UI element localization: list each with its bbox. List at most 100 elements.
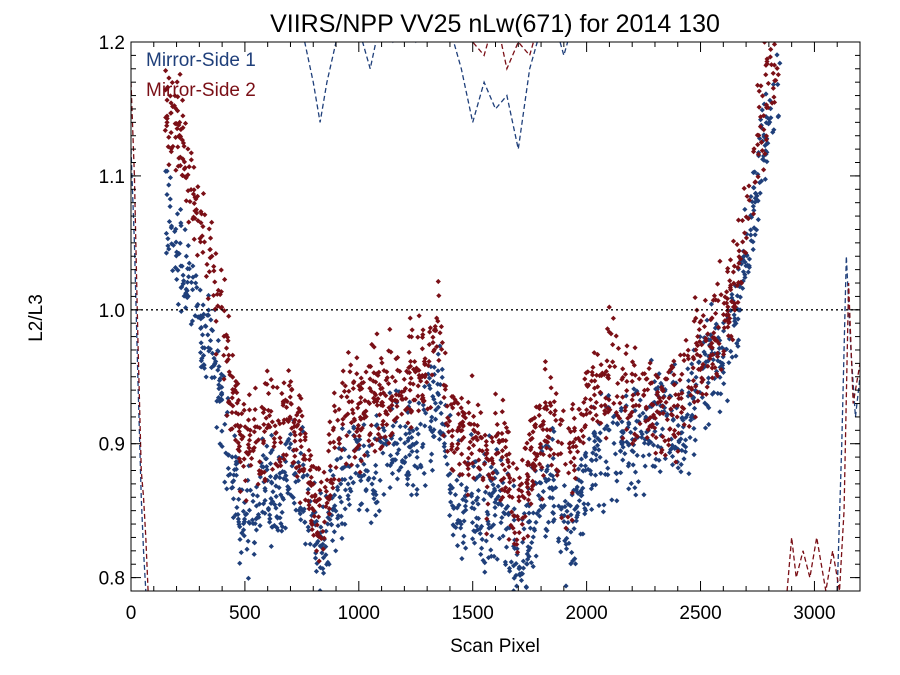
ms1-point [556, 536, 562, 542]
ms2-point [685, 384, 692, 390]
ms2-point [380, 418, 386, 424]
ms1-point [240, 508, 247, 514]
ms1-point [545, 519, 552, 525]
ms2-point [773, 77, 779, 84]
ms2-point [425, 363, 431, 369]
ms2-point [402, 385, 409, 392]
ms1-point [372, 489, 378, 495]
ms1-point [486, 491, 492, 497]
ms2-point [255, 437, 262, 443]
ms2-point [271, 436, 277, 442]
ms2-point [675, 448, 681, 454]
ms1-point [439, 366, 445, 373]
ms1-point [655, 384, 661, 390]
ms1-point [438, 410, 444, 416]
ms1-point [304, 472, 310, 478]
ms1-point [562, 498, 568, 504]
ms2-point [683, 337, 689, 343]
ms2-point [516, 475, 523, 481]
ms2-point [176, 155, 182, 161]
ms2-point [221, 308, 227, 314]
ms1-point [177, 206, 184, 213]
ms2-point [325, 448, 332, 454]
ms1-point [653, 456, 659, 462]
ms1-point [380, 425, 386, 431]
ms2-point [385, 381, 392, 387]
ms1-point [205, 312, 212, 318]
ms2-point [405, 420, 411, 426]
ms1-point [262, 510, 268, 516]
ms2-point [567, 449, 573, 455]
ms2-point [721, 300, 727, 306]
ms2-point [462, 415, 469, 421]
ms1-point [527, 525, 534, 531]
ms1-point [704, 402, 710, 408]
ms1-point [241, 518, 248, 525]
ms1-point [430, 433, 437, 440]
ms2-point [693, 383, 699, 390]
ms2-point [362, 397, 368, 404]
ms2-point [516, 530, 522, 536]
ms1-point [602, 426, 608, 432]
ms2-point [470, 436, 476, 442]
ms1-point [687, 401, 693, 407]
ms1-point [667, 393, 673, 399]
ms1-point [265, 507, 272, 513]
ms2-point [187, 198, 193, 205]
ms1-point [706, 405, 712, 411]
ms1-point [415, 431, 421, 437]
ms2-point [525, 497, 532, 503]
ms2-point [465, 492, 471, 498]
ms1-point [167, 203, 173, 210]
ms1-point [691, 452, 697, 458]
ms1-point [185, 243, 191, 249]
ms2-point [603, 395, 609, 401]
ms2-point [613, 410, 619, 416]
ms2-point [676, 395, 682, 402]
ms2-point [263, 415, 269, 421]
ms2-point [636, 403, 642, 409]
ms1-point [177, 240, 183, 246]
ms1-point [426, 375, 433, 381]
ms2-point [675, 392, 682, 398]
ms2-point [767, 54, 773, 60]
ms2-point [484, 447, 490, 453]
ms2-point [648, 401, 655, 407]
ms1-point [579, 492, 585, 498]
ms1-point [505, 512, 512, 518]
ms2-point [261, 421, 267, 428]
ms2-point [309, 526, 315, 533]
ms2-point [724, 296, 731, 302]
ms2-point [482, 432, 488, 438]
ms2-point [314, 532, 321, 539]
ms2-point [234, 422, 241, 428]
ms1-point [313, 568, 320, 575]
ms2-point [354, 355, 360, 361]
ms2-point [603, 435, 609, 441]
ms1-point [632, 426, 638, 432]
ms1-point [604, 423, 610, 429]
ms1-point [618, 408, 624, 414]
ms2-point [225, 356, 231, 363]
ms2-point [695, 342, 701, 349]
ms1-point [526, 510, 532, 516]
ms2-point [725, 333, 732, 339]
ms1-point [345, 492, 351, 499]
ms2-point [769, 100, 775, 106]
ms1-point [525, 544, 531, 550]
ms2-point [373, 379, 379, 385]
ms2-point [340, 421, 346, 427]
ms2-point [357, 414, 363, 420]
ms1-point [550, 487, 556, 493]
ms2-point [280, 420, 287, 426]
ms1-point [717, 409, 723, 415]
ms2-point [389, 402, 395, 408]
ms2-point [711, 293, 718, 299]
ms2-point [721, 348, 727, 354]
ms1-point [435, 381, 441, 387]
ms2-point [555, 451, 561, 458]
ms2-point [702, 297, 708, 303]
ms2-point [718, 366, 724, 373]
ms2-point [235, 411, 241, 417]
ms1-point [755, 217, 761, 223]
